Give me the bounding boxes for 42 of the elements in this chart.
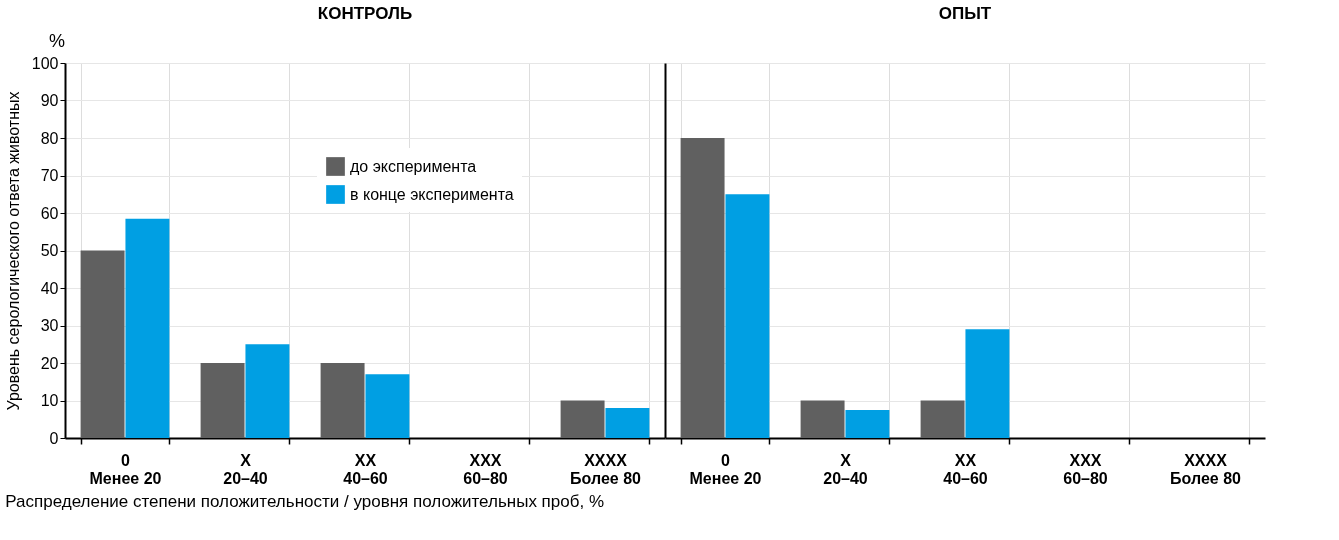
bar (245, 344, 290, 438)
x-axis-title: Распределение степени положительности / уровня положительных проб, % (5, 492, 605, 511)
y-tick-label: 100 (31, 54, 59, 72)
y-tick-label: 10 (40, 392, 59, 409)
bar (605, 408, 650, 438)
y-axis-title: Уровень серологического ответа животных (4, 91, 22, 411)
bar (920, 400, 965, 438)
x-tick-label: XXXX Более 80 (570, 451, 642, 487)
y-tick-label: 70 (40, 167, 59, 184)
legend-label: до эксперимента (350, 157, 477, 175)
y-tick-label: 50 (40, 242, 59, 259)
y-tick-label: 30 (40, 317, 59, 334)
bar (800, 400, 845, 438)
bar (200, 363, 245, 438)
bar (365, 374, 410, 438)
bar (965, 329, 1010, 438)
bar (320, 363, 365, 438)
bar (845, 409, 890, 438)
bar (560, 400, 605, 438)
y-tick-label: 0 (49, 429, 59, 447)
x-tick-label: X 20–40 (823, 451, 868, 487)
chart-title: КОНТРОЛЬ (317, 4, 413, 23)
y-tick-label: 40 (40, 279, 59, 297)
bar (125, 218, 170, 438)
legend-label: в конце эксперимента (350, 185, 514, 203)
y-tick-label: 80 (40, 129, 59, 147)
x-tick-label: XXX 60–80 (463, 451, 508, 487)
x-tick-label: XX 40–60 (943, 451, 988, 487)
x-tick-label: XXX 60–80 (1063, 451, 1108, 487)
bar (80, 250, 125, 438)
x-tick-label: 0 Менее 20 (89, 451, 162, 487)
bar (725, 194, 770, 438)
x-tick-label: 0 Менее 20 (689, 451, 762, 487)
y-tick-label: 90 (40, 92, 59, 109)
y-tick-label: 20 (40, 354, 59, 372)
chart-title: ОПЫТ (938, 4, 992, 23)
text: % (48, 31, 66, 51)
y-tick-label: 60 (40, 204, 59, 222)
x-tick-label: XXXX Более 80 (1170, 451, 1242, 487)
bar (680, 138, 725, 438)
x-tick-label: X 20–40 (223, 451, 268, 487)
x-tick-label: XX 40–60 (343, 451, 388, 487)
